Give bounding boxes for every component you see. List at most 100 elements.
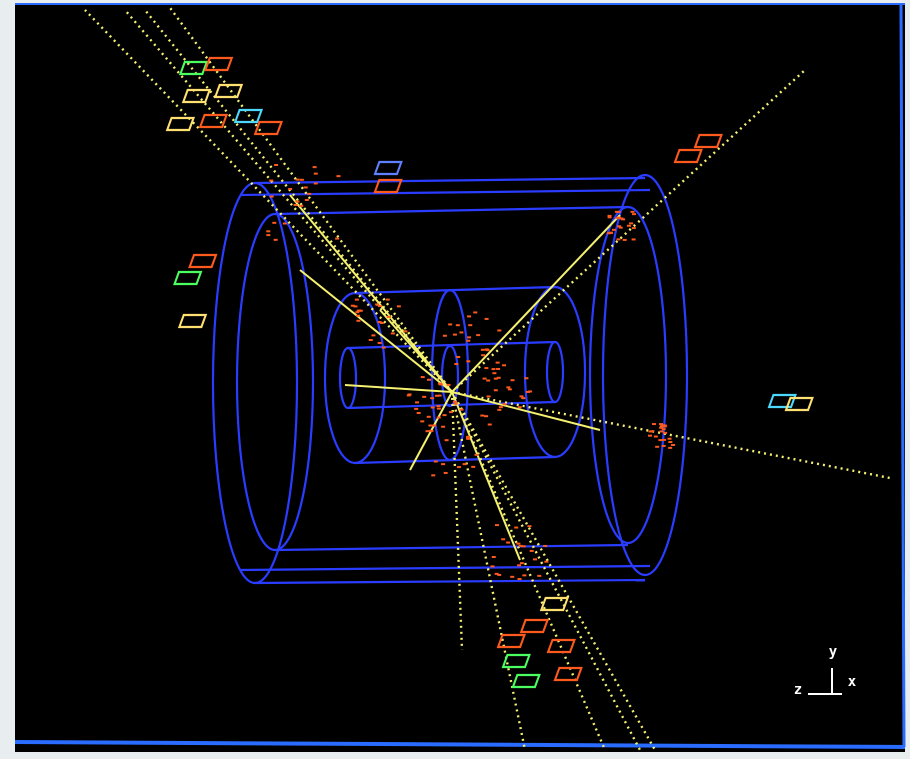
hit [282,222,287,225]
hit [371,334,376,337]
calorimeter-cell [181,88,212,104]
track [450,391,642,751]
detector-edge [254,176,646,185]
hit [432,424,437,427]
hit [506,386,511,389]
hit [313,182,318,185]
hit [430,406,435,409]
hit [442,414,447,417]
calorimeter-cell [373,160,403,176]
hit [436,416,441,419]
track-segment [451,391,601,431]
hit [648,434,653,437]
track-segment [451,214,621,393]
hit [631,227,636,230]
hit [517,406,522,409]
track-segment [299,269,453,393]
calorimeter-cell [539,596,570,612]
hit [353,305,358,308]
hit [529,549,534,552]
detector-edge [239,564,651,572]
hit [426,415,431,418]
hit [611,228,616,231]
hit [519,562,524,565]
hit [484,415,489,418]
calorimeter-cell [511,673,541,689]
hit [495,361,500,364]
hit [336,175,341,178]
hit [266,234,271,237]
track [450,391,657,751]
hit [466,360,471,363]
hit [659,423,664,426]
calorimeter-cell [213,83,244,99]
hit [453,402,458,405]
hit [544,560,549,563]
hit [648,430,653,433]
hit [533,558,538,561]
hit [304,198,309,201]
hit [406,394,411,397]
axis-label: z [794,682,802,698]
hit [312,166,317,169]
hit [506,541,511,544]
hit [490,565,495,568]
hit [295,178,300,181]
hit [497,573,502,576]
hit [350,304,355,307]
hit [653,435,658,438]
hit [459,331,464,334]
hit [497,329,502,332]
hit [516,542,521,545]
hit [659,425,664,428]
hit [618,226,623,229]
hit [420,420,425,423]
screen [15,4,905,752]
hit [659,426,664,429]
hit [517,564,522,567]
hit [355,311,360,314]
hit [630,210,635,213]
hit [385,298,390,301]
hit [459,408,464,411]
track [84,9,453,393]
hit [497,408,502,411]
hit [356,319,361,322]
hit [514,526,519,529]
hit [428,424,433,427]
hit [522,574,527,577]
calorimeter-cell [373,178,403,194]
calorimeter-cell [178,60,209,76]
hit [420,376,425,379]
hit [307,192,312,195]
hit [452,400,457,403]
calorimeter-cell [253,120,284,136]
hit [466,339,471,342]
hit [668,441,673,444]
hit [466,435,471,438]
hit [266,230,271,233]
detector-edge [274,543,629,552]
hit [466,437,471,440]
hit [429,429,434,432]
hit [527,525,532,528]
hit [313,172,318,175]
hit [474,453,479,456]
calorimeter-cell [767,393,797,409]
hit [438,383,443,386]
hit [661,428,666,431]
calorimeter-cell [233,108,264,124]
axis-label: y [829,644,838,660]
calorimeter-cell [165,116,196,132]
hit [443,471,448,474]
calorimeter-cell [546,638,576,654]
hit [543,544,548,547]
hit [609,231,614,234]
hit [375,303,380,306]
hit [659,430,664,433]
track [167,4,453,393]
hit [607,216,612,219]
hit [480,414,485,417]
track-segment [289,194,453,393]
hit [521,545,526,548]
